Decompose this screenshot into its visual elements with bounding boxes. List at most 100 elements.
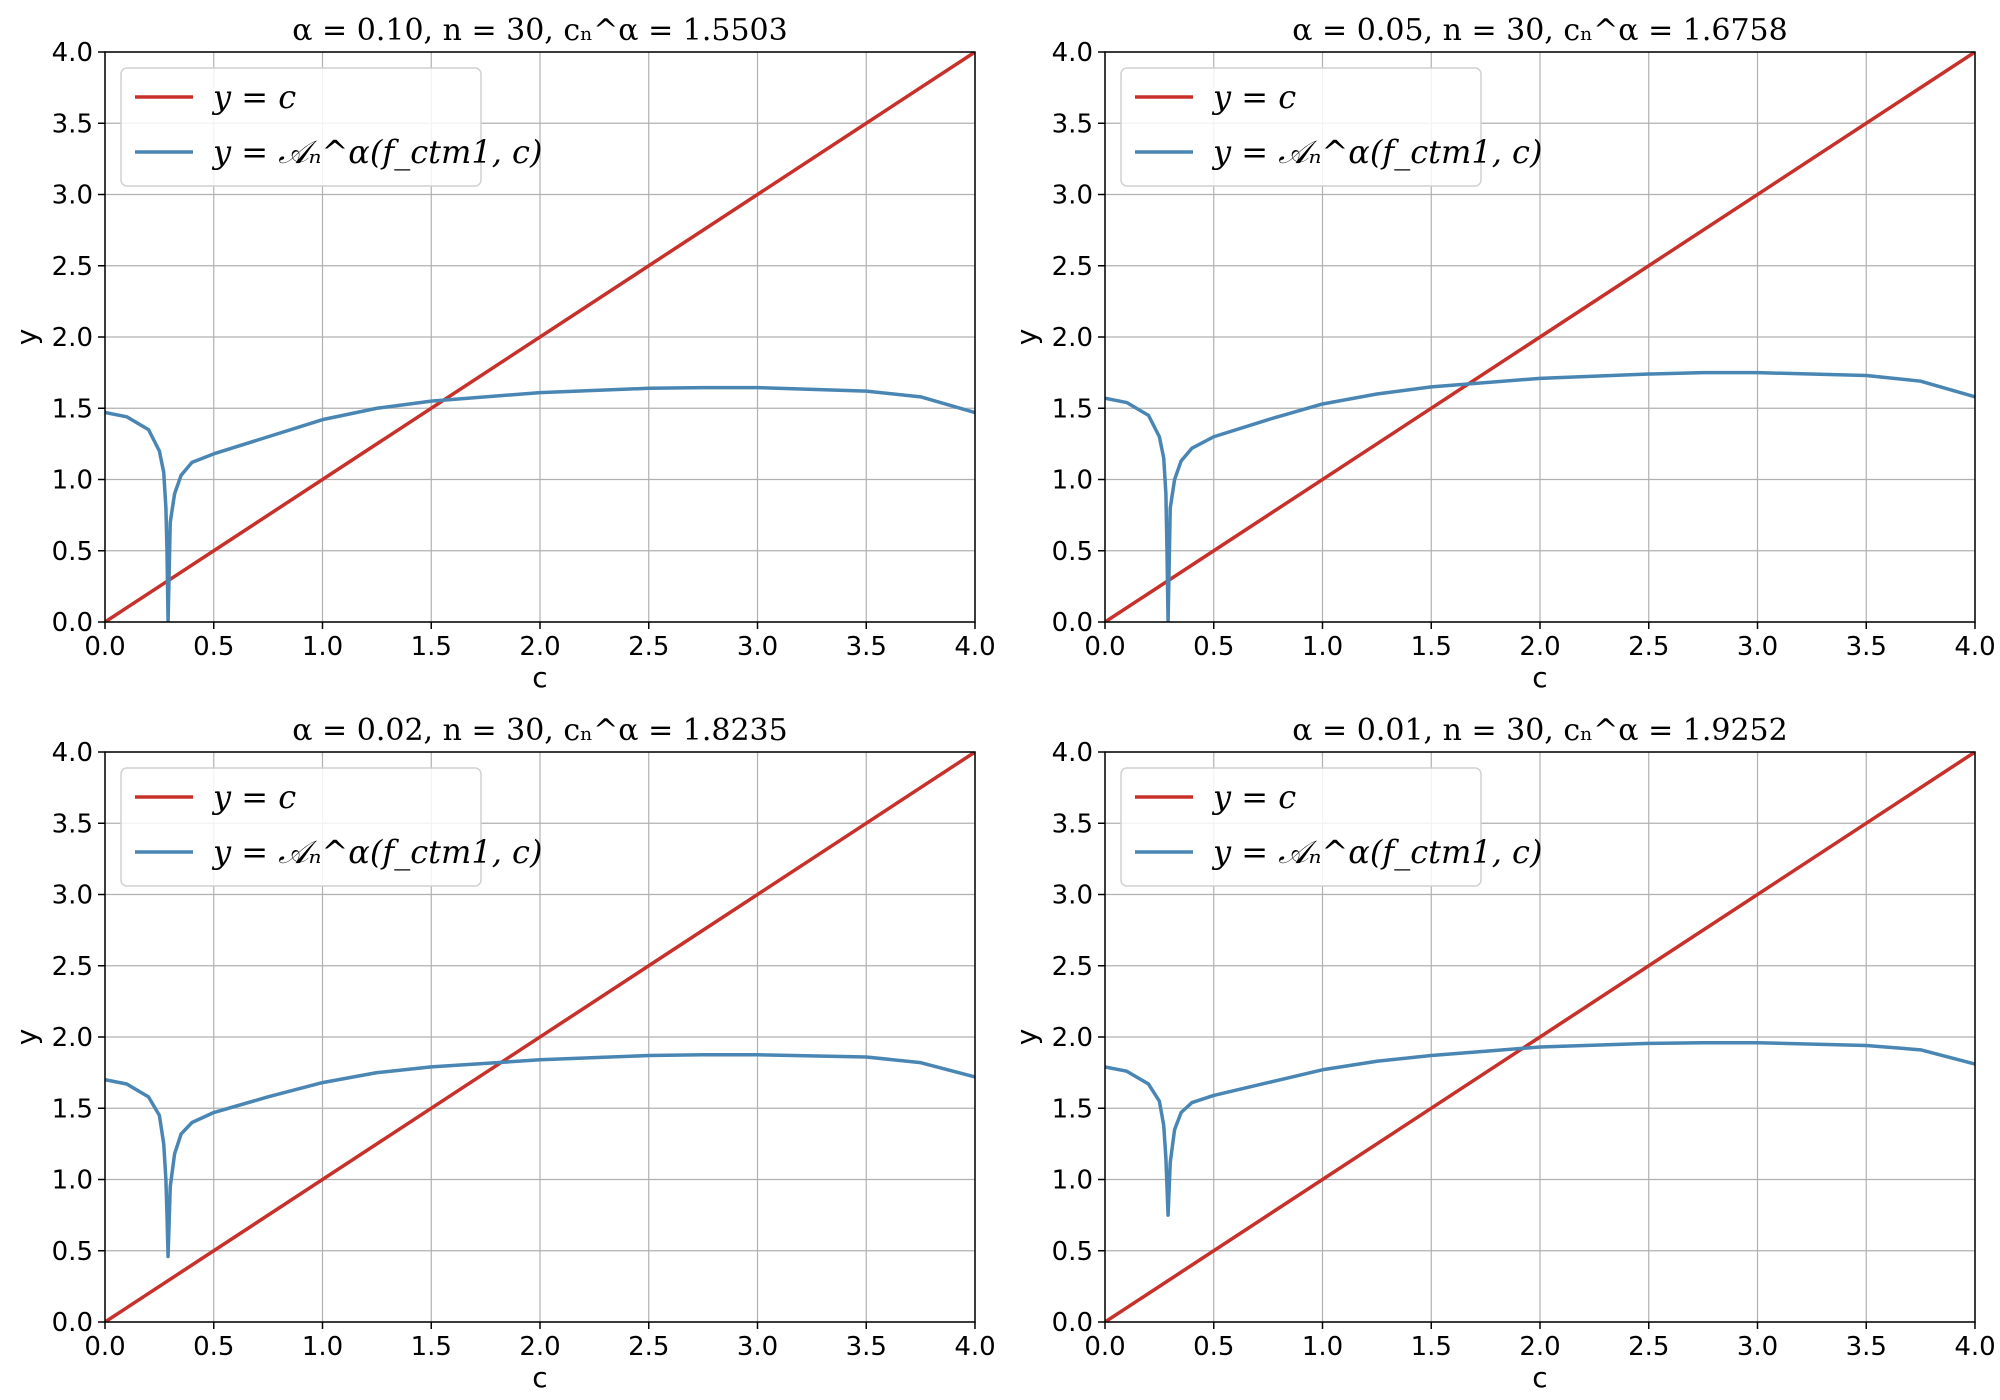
x-tick-label: 3.0 [737,632,778,662]
series-line-identity [105,52,975,622]
y-tick-label: 0.5 [1052,537,1093,567]
x-tick-label: 3.5 [846,1332,887,1362]
y-tick-label: 3.0 [52,181,93,211]
subplot-alpha-001: α = 0.01, n = 30, cₙ^α = 1.9252 0.0 0.5 1.0… [1000,700,2000,1400]
legend-box [120,767,482,887]
chart-title: α = 0.01, n = 30, cₙ^α = 1.9252 [1292,713,1787,748]
y-tick-label: 3.0 [52,881,93,911]
x-tick-label: 4.0 [1954,632,1995,662]
x-tick-label: 2.0 [519,1332,560,1362]
y-tick-label: 2.0 [52,1023,93,1053]
chart-title: α = 0.05, n = 30, cₙ^α = 1.6758 [1292,13,1787,48]
x-tick-label: 3.0 [737,1332,778,1362]
y-tick-label: 3.0 [1052,181,1093,211]
x-tick-label: 3.5 [1846,632,1887,662]
legend-label-identity: y = c [211,778,296,816]
subplot-svg: α = 0.01, n = 30, cₙ^α = 1.9252 0.0 0.5 1.0… [1010,713,1996,1394]
y-tick-label: 3.0 [1052,881,1093,911]
y-tick-label: 0.5 [1052,1237,1093,1267]
legend-box [120,67,482,187]
x-tick-label: 2.0 [1519,1332,1560,1362]
x-axis-label: c [532,1361,547,1394]
y-tick-label: 1.5 [52,1094,93,1124]
y-tick-label: 2.0 [1052,323,1093,353]
x-tick-label: 1.5 [411,632,452,662]
y-tick-label: 3.5 [52,109,93,139]
x-tick-label: 0.5 [193,1332,234,1362]
y-tick-label: 0.5 [52,537,93,567]
y-tick-label: 0.0 [52,608,93,638]
legend-label-curve: y = 𝒜ₙ^α(f_ctm1, c) [211,133,542,171]
y-tick-label: 2.0 [1052,1023,1093,1053]
x-tick-label: 1.0 [1302,632,1343,662]
subplot-alpha-005: α = 0.05, n = 30, cₙ^α = 1.6758 0.0 0.5 1.0… [1000,0,2000,700]
x-tick-label: 4.0 [1954,1332,1995,1362]
x-tick-label: 0.0 [1084,1332,1125,1362]
x-axis-label: c [1532,661,1547,694]
y-tick-label: 4.0 [52,38,93,68]
y-tick-label: 1.0 [52,466,93,496]
x-tick-label: 0.0 [1084,632,1125,662]
x-tick-label: 2.5 [1628,632,1669,662]
y-tick-label: 1.0 [1052,466,1093,496]
chart-title: α = 0.02, n = 30, cₙ^α = 1.8235 [292,713,787,748]
x-tick-label: 1.0 [302,632,343,662]
legend-label-identity: y = c [1211,78,1296,116]
legend-box [1120,67,1482,187]
x-tick-label: 1.5 [1411,632,1452,662]
y-tick-label: 4.0 [52,738,93,768]
x-tick-label: 2.0 [1519,632,1560,662]
y-tick-label: 0.0 [52,1308,93,1338]
y-tick-label: 1.0 [1052,1166,1093,1196]
x-tick-label: 4.0 [954,1332,995,1362]
x-tick-label: 0.0 [84,1332,125,1362]
x-tick-label: 0.5 [1193,1332,1234,1362]
x-tick-label: 1.5 [411,1332,452,1362]
chart-title: α = 0.10, n = 30, cₙ^α = 1.5503 [292,13,787,48]
x-tick-label: 0.5 [193,632,234,662]
x-tick-label: 1.0 [1302,1332,1343,1362]
subplot-svg: α = 0.02, n = 30, cₙ^α = 1.8235 0.0 0.5 1.0… [10,713,996,1394]
y-tick-label: 1.5 [1052,1094,1093,1124]
legend-label-curve: y = 𝒜ₙ^α(f_ctm1, c) [1211,833,1542,871]
x-tick-label: 2.5 [628,1332,669,1362]
y-tick-label: 1.5 [1052,394,1093,424]
x-tick-label: 0.5 [1193,632,1234,662]
y-tick-label: 0.0 [1052,608,1093,638]
y-tick-label: 0.0 [1052,1308,1093,1338]
y-tick-label: 2.5 [52,252,93,282]
series-line-curve [1105,370,1975,622]
x-tick-label: 2.5 [1628,1332,1669,1362]
y-tick-label: 2.5 [52,952,93,982]
legend-label-curve: y = 𝒜ₙ^α(f_ctm1, c) [1211,133,1542,171]
y-tick-label: 4.0 [1052,38,1093,68]
y-tick-label: 3.5 [1052,809,1093,839]
x-tick-label: 0.0 [84,632,125,662]
y-tick-label: 3.5 [52,809,93,839]
x-tick-label: 1.0 [302,1332,343,1362]
y-tick-label: 2.0 [52,323,93,353]
x-tick-label: 3.0 [1737,1332,1778,1362]
x-tick-label: 3.5 [846,632,887,662]
x-axis-label: c [1532,1361,1547,1394]
series-line-curve [105,1053,975,1259]
y-axis-label: y [10,1029,43,1046]
legend-box [1120,767,1482,887]
subplot-svg: α = 0.05, n = 30, cₙ^α = 1.6758 0.0 0.5 1.0… [1010,13,1996,694]
x-tick-label: 2.5 [628,632,669,662]
subplot-alpha-002: α = 0.02, n = 30, cₙ^α = 1.8235 0.0 0.5 1.0… [0,700,1000,1400]
x-tick-label: 2.0 [519,632,560,662]
x-tick-label: 3.5 [1846,1332,1887,1362]
series-line-identity [105,752,975,1322]
y-tick-label: 1.0 [52,1166,93,1196]
y-tick-label: 2.5 [1052,252,1093,282]
x-tick-label: 1.5 [1411,1332,1452,1362]
y-axis-label: y [10,329,43,346]
series-line-curve [105,385,975,622]
series-line-identity [1105,52,1975,622]
y-tick-label: 3.5 [1052,109,1093,139]
subplot-svg: α = 0.10, n = 30, cₙ^α = 1.5503 0.0 0.5 1.0… [10,13,996,694]
y-axis-label: y [1010,1029,1043,1046]
subplot-alpha-010: α = 0.10, n = 30, cₙ^α = 1.5503 0.0 0.5 1.0… [0,0,1000,700]
